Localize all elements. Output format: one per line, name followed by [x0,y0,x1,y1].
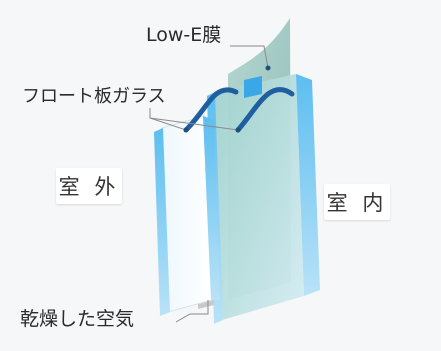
outer-glass-edge-right [203,116,220,300]
leader-dry-air [175,300,209,323]
label-outdoor: 室 外 [56,168,122,204]
leader-float-dot-1 [183,127,189,133]
label-float-glass: フロート板ガラス [22,86,166,107]
label-dry-air: 乾燥した空気 [20,308,135,330]
label-lowe-film: Low-E膜 [146,24,222,46]
leader-float-dot-2 [235,127,241,133]
leader-float-glass-2 [149,117,239,131]
spacer-bar [244,76,262,98]
label-indoor: 室 内 [324,184,390,220]
inner-glass-wave [235,87,295,133]
leader-lowe-dot [265,65,271,71]
outer-glass-edge-left [154,128,170,316]
outer-glass-wave [183,87,239,133]
inner-glass-edge-right [296,74,320,296]
inner-glass-pane [214,74,304,320]
leader-lowe [230,45,269,69]
